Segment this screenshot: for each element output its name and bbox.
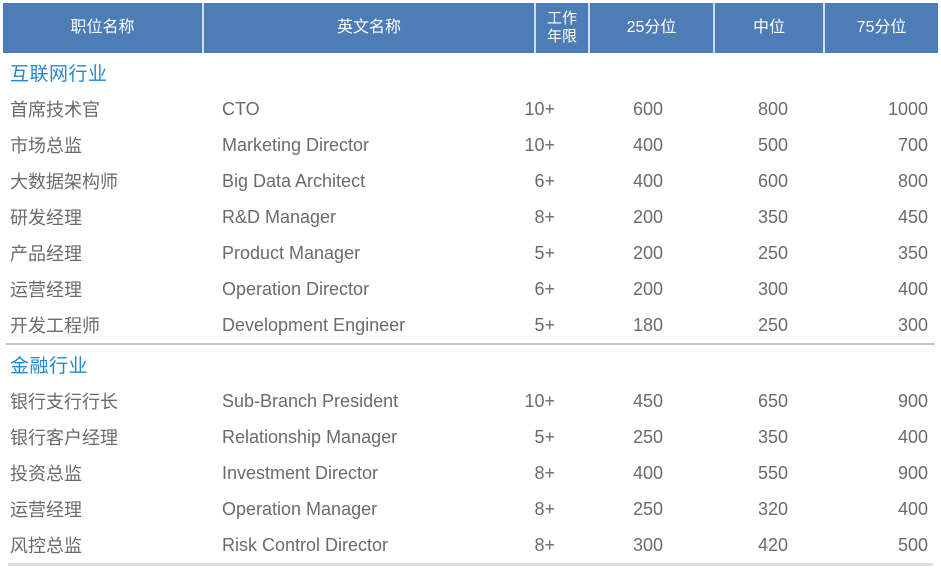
p75-cell: 400 — [897, 498, 928, 519]
english-name-cell: Relationship Manager — [222, 426, 398, 447]
median-cell: 350 — [757, 426, 788, 447]
median-cell: 350 — [757, 206, 788, 227]
p75-cell: 800 — [897, 170, 928, 191]
p25-cell: 200 — [632, 278, 663, 299]
work-years-cell: 8+ — [534, 534, 555, 555]
median-cell: 650 — [757, 390, 788, 411]
p75-cell: 900 — [897, 462, 928, 483]
table-row: 投资总监 Investment Director 8+ 400 550 900 — [0, 455, 941, 491]
p75-cell: 400 — [897, 278, 928, 299]
p75-cell: 300 — [897, 314, 928, 335]
table-header-row: 职位名称 英文名称 工作年限 25分位 中位 75分位 — [3, 3, 938, 53]
english-name-cell: Product Manager — [222, 242, 361, 263]
english-name-cell: Big Data Architect — [222, 170, 366, 191]
column-header-median: 中位 — [713, 3, 823, 53]
table-bottom-divider — [8, 563, 933, 566]
p75-cell: 700 — [897, 134, 928, 155]
work-years-cell: 10+ — [524, 390, 555, 411]
p75-cell: 500 — [897, 534, 928, 555]
work-years-cell: 5+ — [534, 314, 555, 335]
position-name-cell: 产品经理 — [10, 244, 82, 264]
position-name-cell: 运营经理 — [10, 500, 82, 520]
table-row: 运营经理 Operation Director 6+ 200 300 400 — [0, 271, 941, 307]
work-years-cell: 5+ — [534, 242, 555, 263]
work-years-cell: 5+ — [534, 426, 555, 447]
work-years-cell: 6+ — [534, 278, 555, 299]
position-name-cell: 首席技术官 — [10, 100, 100, 120]
p25-cell: 200 — [632, 206, 663, 227]
p75-cell: 1000 — [887, 98, 928, 119]
p25-cell: 180 — [632, 314, 663, 335]
column-header-position-name: 职位名称 — [70, 19, 135, 37]
column-header-p25: 25分位 — [588, 3, 713, 53]
work-years-cell: 6+ — [534, 170, 555, 191]
p75-cell: 400 — [897, 426, 928, 447]
table-row: 研发经理 R&D Manager 8+ 200 350 450 — [0, 199, 941, 235]
column-header-work-years: 工作年限 — [534, 3, 588, 53]
table-row: 开发工程师 Development Engineer 5+ 180 250 300 — [0, 307, 941, 343]
english-name-cell: R&D Manager — [222, 206, 337, 227]
work-years-cell: 8+ — [534, 206, 555, 227]
position-name-cell: 研发经理 — [10, 208, 82, 228]
position-name-cell: 银行支行行长 — [10, 392, 118, 412]
p75-cell: 350 — [897, 242, 928, 263]
position-name-cell: 运营经理 — [10, 280, 82, 300]
p25-cell: 250 — [632, 426, 663, 447]
position-name-cell: 大数据架构师 — [10, 172, 118, 192]
median-cell: 600 — [757, 170, 788, 191]
median-cell: 500 — [757, 134, 788, 155]
column-header-english-name: 英文名称 — [202, 3, 534, 53]
position-name-cell: 开发工程师 — [10, 316, 100, 336]
work-years-cell: 10+ — [524, 134, 555, 155]
table-row: 银行客户经理 Relationship Manager 5+ 250 350 400 — [0, 419, 941, 455]
p25-cell: 400 — [632, 134, 663, 155]
section-title: 金融行业 — [10, 355, 89, 377]
p75-cell: 450 — [897, 206, 928, 227]
english-name-cell: Operation Director — [222, 278, 370, 299]
english-name-cell: Sub-Branch President — [222, 390, 399, 411]
english-name-cell: Operation Manager — [222, 498, 378, 519]
table-row: 市场总监 Marketing Director 10+ 400 500 700 — [0, 127, 941, 163]
position-name-cell: 银行客户经理 — [10, 428, 118, 448]
position-name-cell: 投资总监 — [10, 464, 82, 484]
table-body: 互联网行业首席技术官 CTO 10+ 600 800 1000 市场总监 Marketing … — [0, 53, 941, 563]
section-title-row: 金融行业 — [6, 343, 935, 383]
p25-cell: 250 — [632, 498, 663, 519]
work-years-cell: 8+ — [534, 462, 555, 483]
table-row: 产品经理 Product Manager 5+ 200 250 350 — [0, 235, 941, 271]
p25-cell: 600 — [632, 98, 663, 119]
section-title-row: 互联网行业 — [0, 53, 941, 91]
position-name-cell: 市场总监 — [10, 136, 82, 156]
salary-table: 职位名称 英文名称 工作年限 25分位 中位 75分位 互联网行业首席技术官 CT… — [0, 3, 941, 578]
median-cell: 320 — [757, 498, 788, 519]
median-cell: 250 — [757, 242, 788, 263]
english-name-cell: Risk Control Director — [222, 534, 389, 555]
work-years-cell: 8+ — [534, 498, 555, 519]
position-name-cell: 风控总监 — [10, 536, 82, 556]
table-row: 首席技术官 CTO 10+ 600 800 1000 — [0, 91, 941, 127]
english-name-cell: Marketing Director — [222, 134, 370, 155]
section-title: 互联网行业 — [10, 63, 108, 85]
table-row: 银行支行行长 Sub-Branch President 10+ 450 650 900 — [0, 383, 941, 419]
p25-cell: 200 — [632, 242, 663, 263]
table-row: 大数据架构师 Big Data Architect 6+ 400 600 800 — [0, 163, 941, 199]
english-name-cell: Development Engineer — [222, 314, 406, 335]
p25-cell: 300 — [632, 534, 663, 555]
median-cell: 300 — [757, 278, 788, 299]
english-name-cell: CTO — [222, 98, 260, 119]
p25-cell: 450 — [632, 390, 663, 411]
median-cell: 250 — [757, 314, 788, 335]
table-row: 风控总监 Risk Control Director 8+ 300 420 500 — [0, 527, 941, 563]
table-row: 运营经理 Operation Manager 8+ 250 320 400 — [0, 491, 941, 527]
median-cell: 550 — [757, 462, 788, 483]
median-cell: 800 — [757, 98, 788, 119]
p75-cell: 900 — [897, 390, 928, 411]
work-years-cell: 10+ — [524, 98, 555, 119]
p25-cell: 400 — [632, 170, 663, 191]
median-cell: 420 — [757, 534, 788, 555]
p25-cell: 400 — [632, 462, 663, 483]
english-name-cell: Investment Director — [222, 462, 379, 483]
column-header-p75: 75分位 — [823, 3, 938, 53]
